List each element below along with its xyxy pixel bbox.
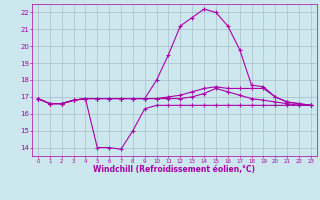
X-axis label: Windchill (Refroidissement éolien,°C): Windchill (Refroidissement éolien,°C) [93, 165, 255, 174]
